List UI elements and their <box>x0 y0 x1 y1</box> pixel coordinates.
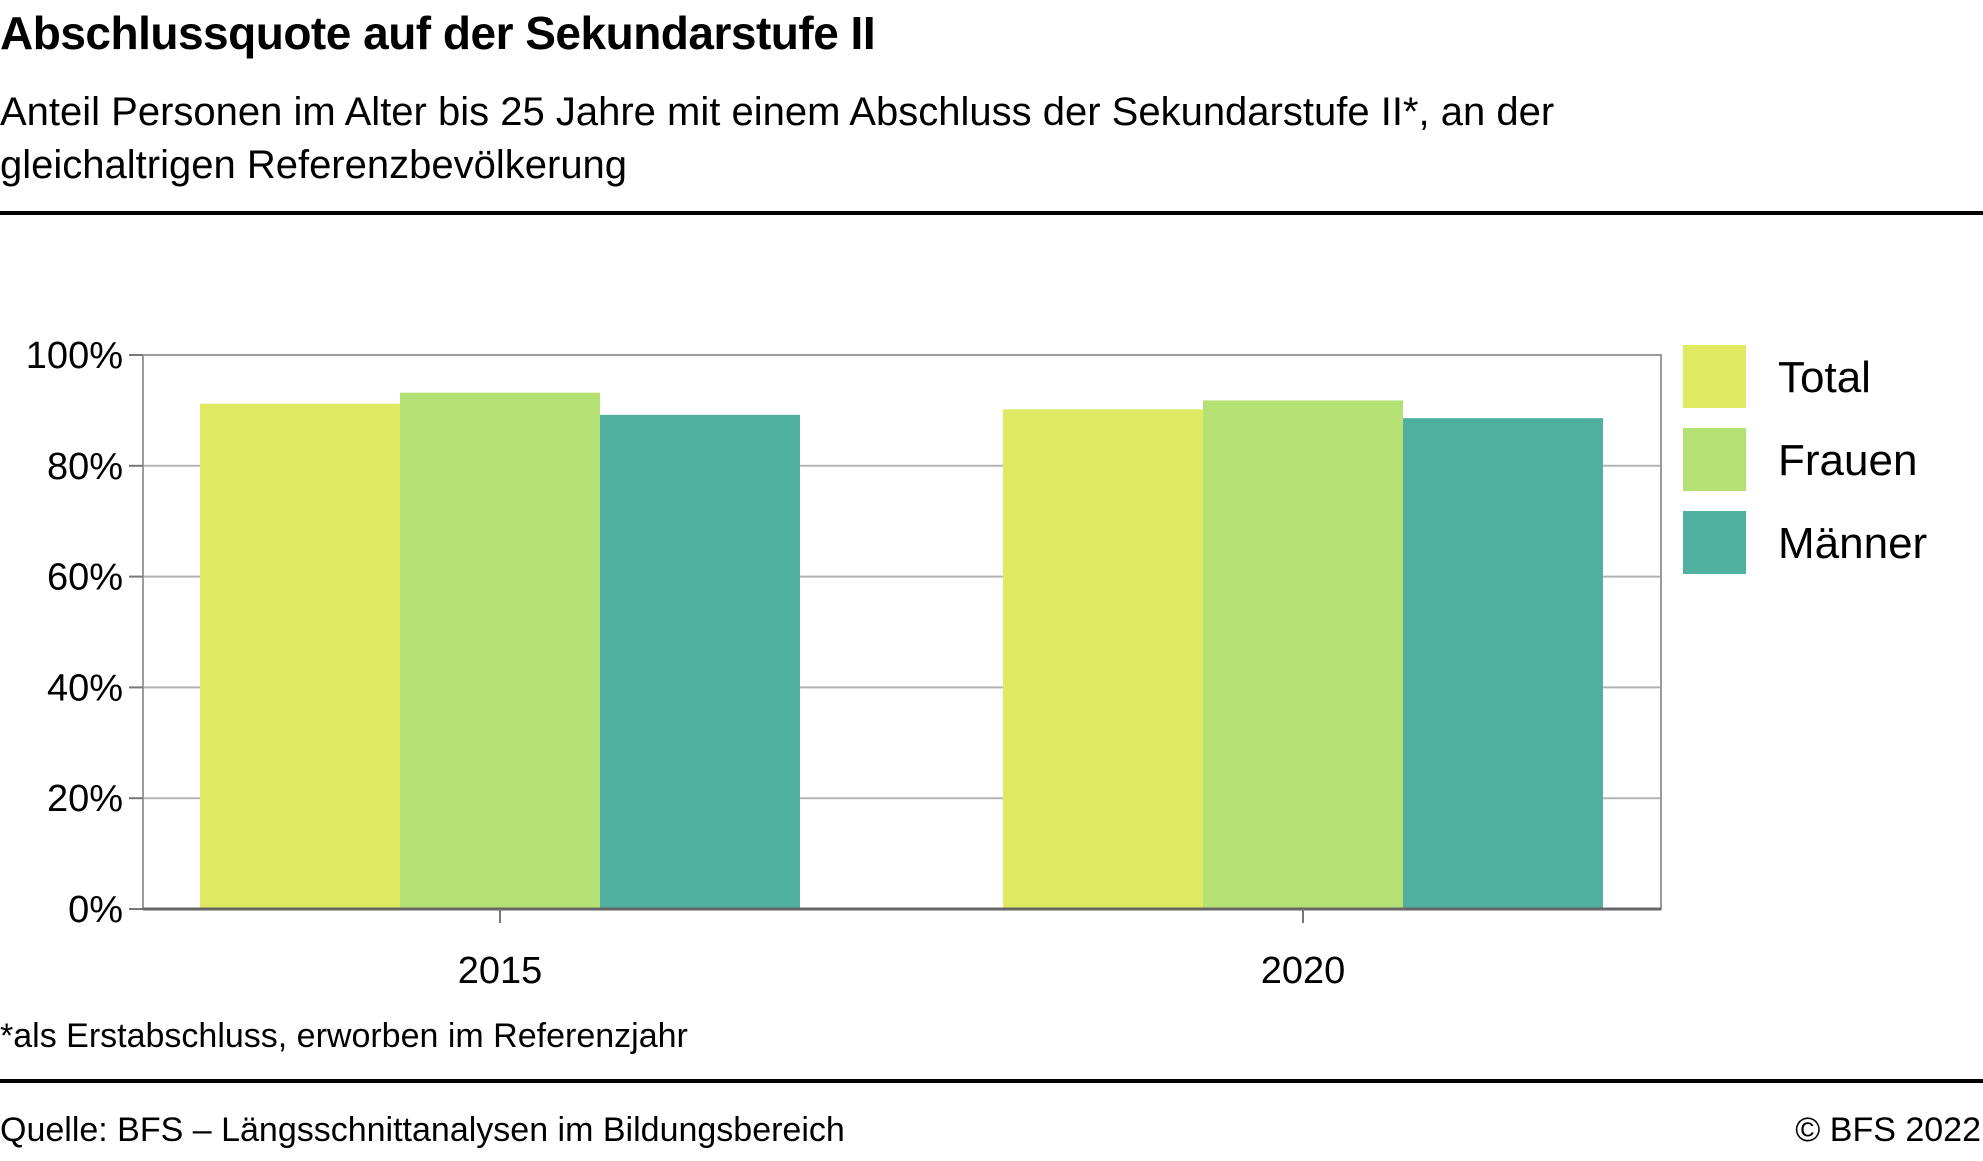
bar-total-2015 <box>200 403 400 909</box>
bar-m-nner-2015 <box>600 414 800 909</box>
y-tick-label: 20% <box>47 778 123 820</box>
y-tick-label: 100% <box>26 335 123 377</box>
copyright: © BFS 2022 <box>1795 1111 1981 1149</box>
bar-frauen-2015 <box>400 392 600 909</box>
legend-swatch-frauen <box>1683 428 1746 491</box>
y-tick-label: 40% <box>47 667 123 709</box>
x-tick-label: 2020 <box>1261 950 1346 992</box>
x-tick-label: 2015 <box>458 950 543 992</box>
bar-m-nner-2020 <box>1403 418 1603 909</box>
y-axis-ticks: 0% 20% 40% 60% 80% 100% <box>26 335 143 931</box>
y-tick-label: 60% <box>47 557 123 599</box>
x-axis-ticks: 2015 2020 <box>458 909 1346 992</box>
bar-frauen-2020 <box>1203 400 1403 909</box>
legend-label: Männer <box>1778 519 1927 568</box>
legend: Total Frauen Männer <box>1683 345 1927 574</box>
legend-label: Total <box>1778 353 1871 402</box>
plot-frame <box>142 354 1662 911</box>
bars <box>200 392 1603 909</box>
legend-label: Frauen <box>1778 436 1917 485</box>
legend-swatch-total <box>1683 345 1746 408</box>
top-divider <box>0 211 1983 215</box>
source-note: Quelle: BFS – Längsschnittanalysen im Bi… <box>0 1111 845 1149</box>
y-tick-label: 80% <box>47 446 123 488</box>
y-tick-label: 0% <box>68 889 123 931</box>
bottom-divider <box>0 1079 1983 1083</box>
chart-title: Abschlussquote auf der Sekundarstufe II <box>0 7 876 59</box>
legend-swatch-m-nner <box>1683 511 1746 574</box>
bar-chart: 0% 20% 40% 60% 80% 100% 2015 2020 Total Frauen M… <box>26 335 1927 992</box>
footnote: *als Erstabschluss, erworben im Referenz… <box>0 1017 688 1055</box>
chart-subtitle: Anteil Personen im Alter bis 25 Jahre mi… <box>0 90 1555 187</box>
bar-total-2020 <box>1003 409 1203 909</box>
